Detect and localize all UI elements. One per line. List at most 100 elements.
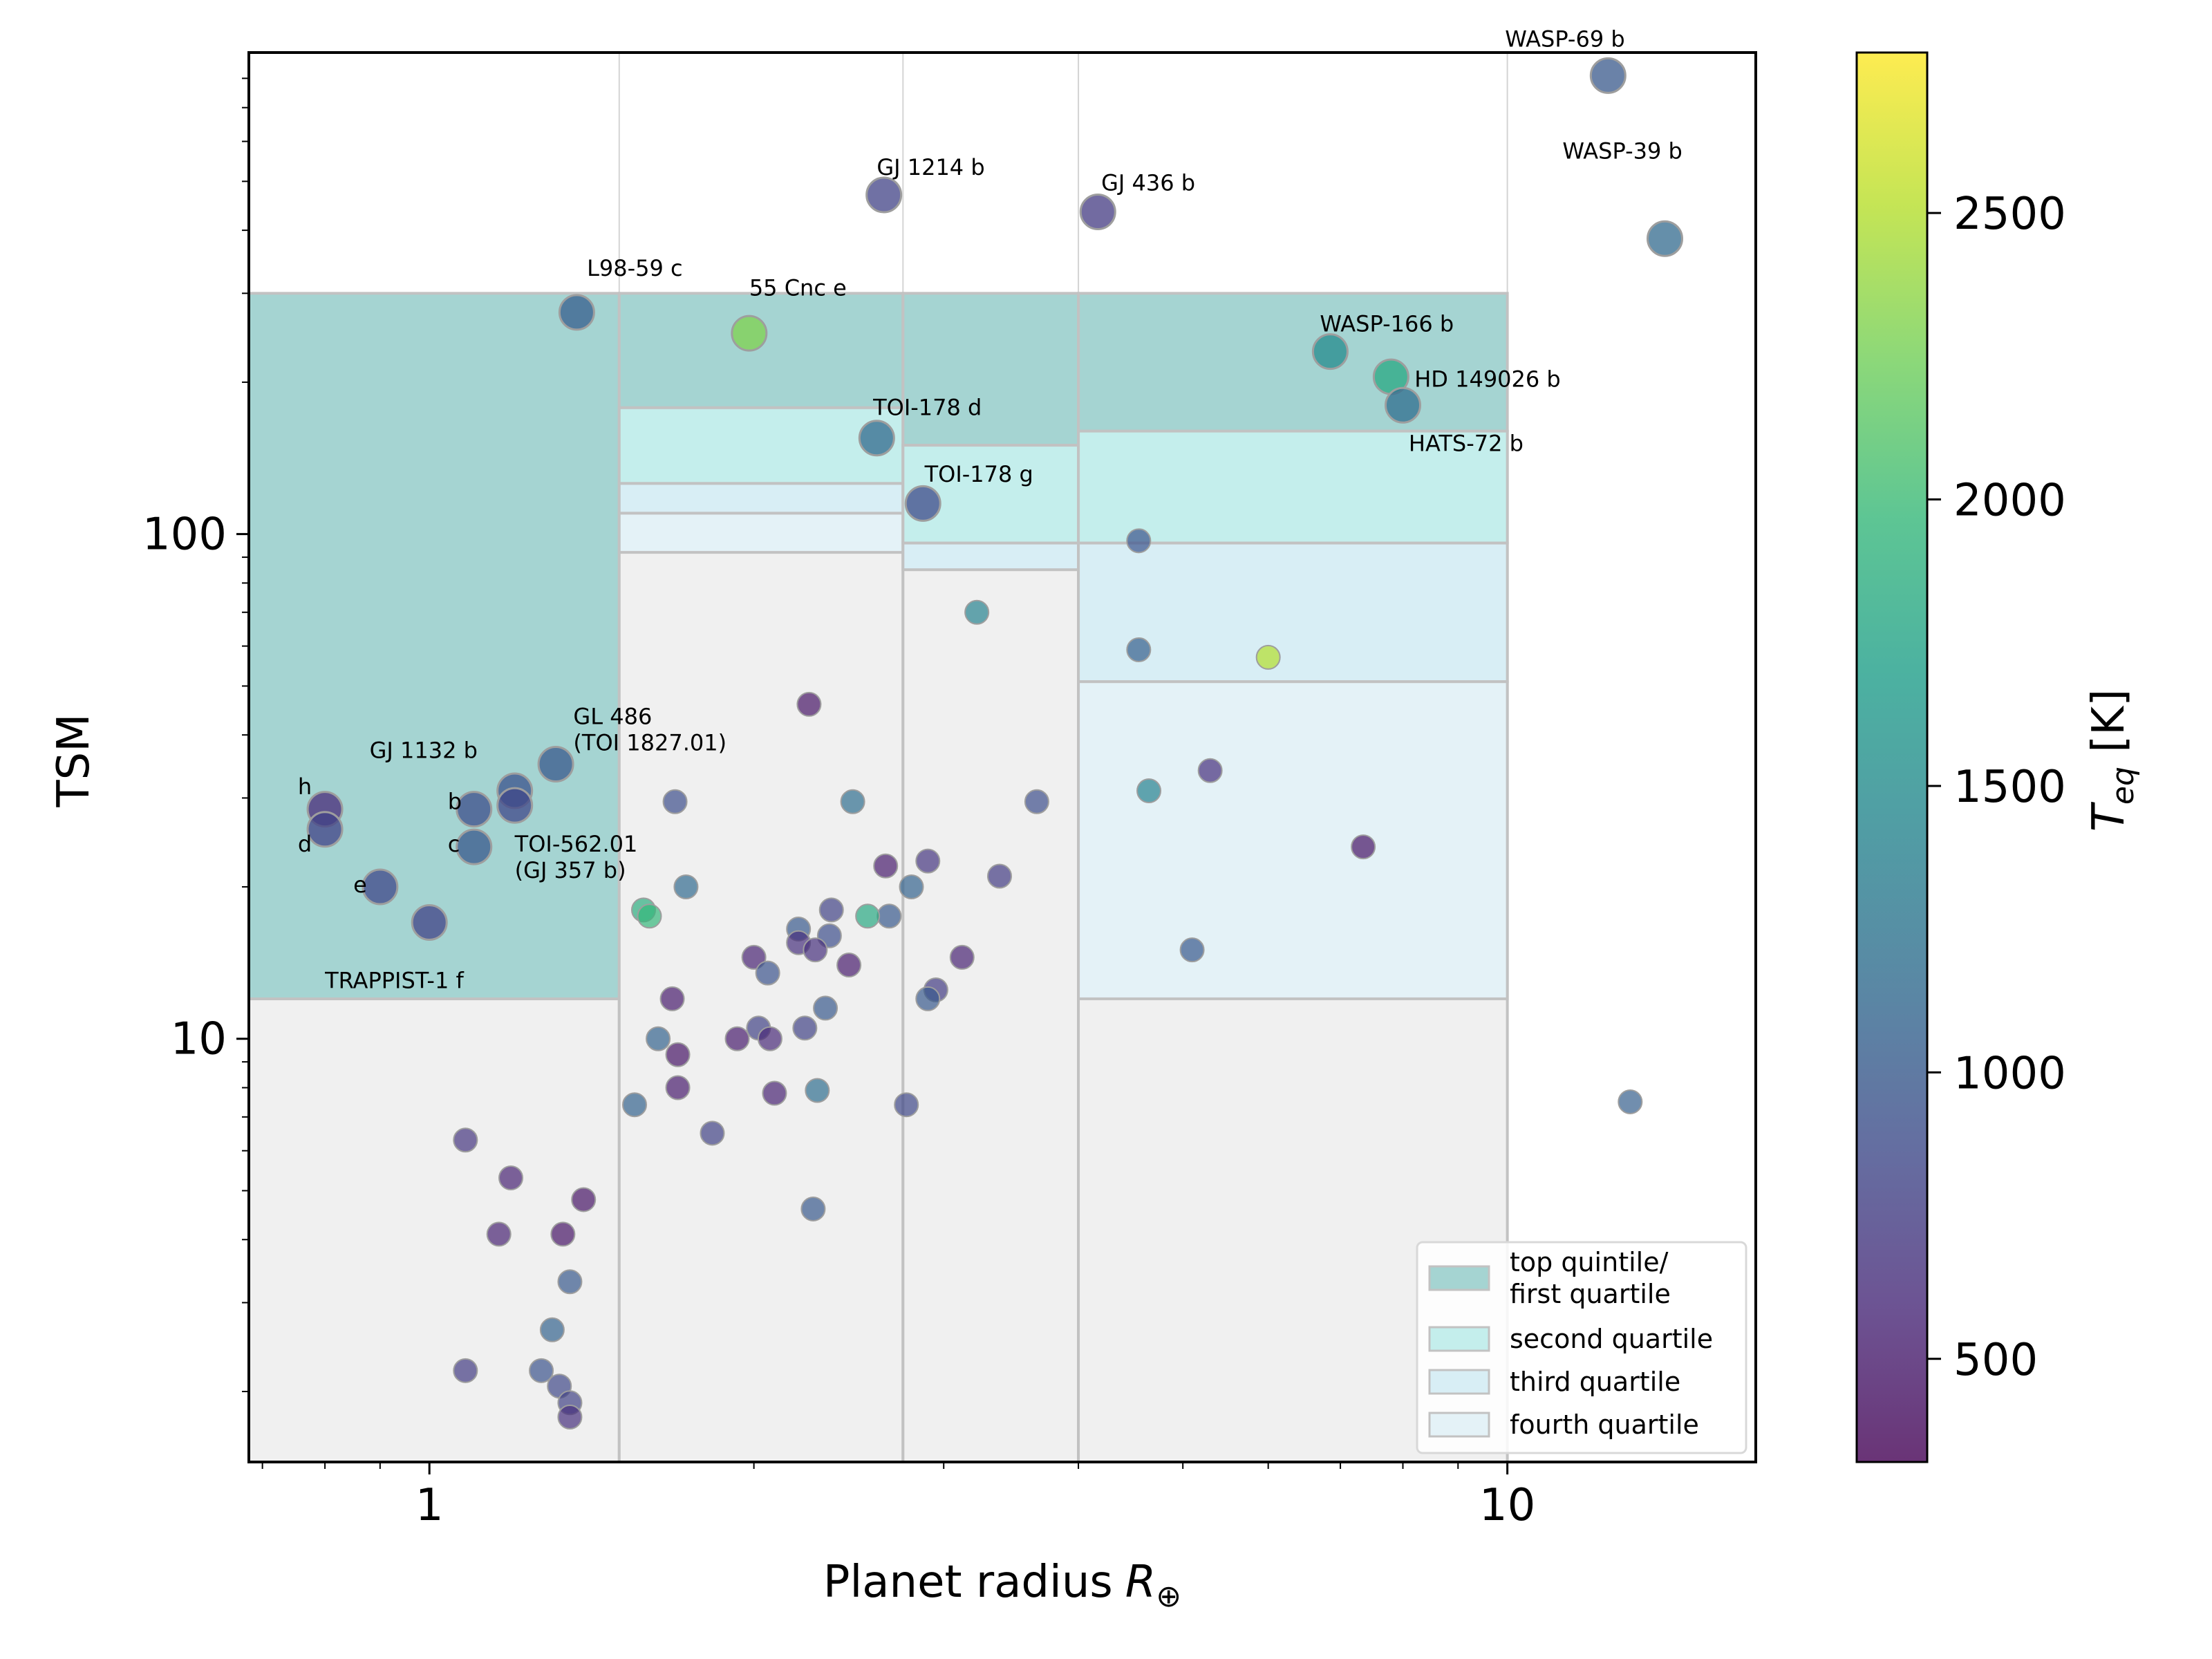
second-quartile-region [617,406,905,485]
y-axis-label: TSM [48,714,100,808]
planet-point [1618,1089,1643,1114]
colorbar-label: Teq [K] [2083,689,2141,832]
planet-point [762,1080,787,1106]
planet-annotation: HATS-72 b [1409,431,1524,457]
highlighted-planet-point [858,420,895,457]
colorbar-label-unit: [K] [2083,689,2135,767]
planet-point [646,1026,671,1051]
planet-point [662,789,688,814]
planet-point [665,1075,691,1100]
legend-label-second: second quartile [1510,1324,1713,1354]
top-quintile-region [617,292,905,409]
planet-point [622,1092,648,1118]
planet-point [557,1404,583,1430]
below-threshold-region [617,406,905,1462]
planet-point [571,1187,597,1212]
planet-point [755,960,780,986]
colorbar-gradient [1855,51,1929,1463]
top-quintile-region [1077,292,1509,433]
planet-point [949,944,975,970]
planet-point [757,1026,782,1051]
legend-label-top: first quartile [1510,1279,1671,1309]
quartile-regions [249,292,1509,1462]
top-quintile-region [901,292,1080,447]
planet-annotation: WASP-166 b [1320,311,1454,337]
highlighted-planet-point [1589,57,1627,94]
highlighted-planet-point [456,828,493,865]
highlighted-planet-point [1647,220,1684,257]
highlighted-planet-point [1385,386,1422,424]
planet-point [665,1042,691,1067]
legend-swatch-top [1428,1265,1490,1291]
y-tick-label: 10 [171,1014,227,1065]
highlighted-planet-point [904,485,941,522]
planet-point [557,1269,583,1295]
x-axis-label: Planet radius R⊕ [823,1557,1181,1614]
planet-point [673,874,699,899]
planet-point [836,953,862,978]
planet-annotation: GJ 436 b [1101,169,1195,196]
planet-point [1179,937,1205,963]
planet-annotation: b [448,789,462,815]
planet-point [486,1221,512,1247]
planet-point [800,1196,826,1221]
colorbar-tick-label: 2000 [1953,476,2066,527]
planet-point [550,1221,576,1247]
legend-swatch-third [1428,1369,1490,1395]
planet-point [915,848,941,874]
planet-point [1126,528,1152,554]
colorbar-tick-label: 1000 [1953,1048,2066,1099]
highlighted-planet-point [362,868,399,906]
planet-point [805,1078,830,1103]
planet-annotation: L98-59 c [587,255,683,281]
third-quartile-region [1077,541,1509,684]
planet-annotations: WASP-69 b WASP-39 b GJ 1214 b GJ 436 b L98-5… [298,26,1683,993]
planet-point [899,874,924,899]
colorbar-tick-label: 1500 [1953,762,2066,813]
x-axis-label-subscript: ⊕ [1156,1579,1181,1614]
planet-point [741,944,767,970]
planet-point [724,1026,750,1051]
axes: 1 10 10 100 [142,51,1757,1531]
y-tick-label: 100 [142,509,227,561]
planet-point [873,853,899,879]
planet-annotation: e [353,872,367,898]
planet-annotation: WASP-39 b [1562,138,1682,164]
highlighted-planet-point [558,294,595,331]
planet-point [539,1317,565,1342]
planet-markers [306,57,1684,1430]
colorbar-ticks: 500 1000 1500 2000 2500 [1927,189,2066,1386]
planet-annotation: h [298,774,312,800]
x-tick-label: 10 [1479,1480,1535,1531]
planet-point [915,986,941,1011]
planet-point [803,937,828,963]
colorbar-tick-label: 500 [1953,1335,2038,1386]
colorbar-label-main: T [2083,801,2135,832]
planet-point [792,1015,818,1041]
planet-point [818,897,844,923]
planet-point [964,599,990,625]
planet-annotation: TRAPPIST-1 f [324,967,464,993]
legend-swatch-second [1428,1326,1490,1352]
legend-label-top: top quintile/ [1510,1247,1669,1277]
planet-point [796,691,822,717]
second-quartile-region [1077,429,1509,545]
highlighted-planet-point [411,903,448,941]
highlighted-planet-point [456,791,493,828]
legend: top quintile/first quartile second quarti… [1416,1241,1747,1454]
highlighted-planet-point [306,811,344,848]
planet-annotation: GJ 1214 b [877,154,984,180]
planet-point [987,863,1013,889]
highlighted-planet-point [1311,333,1349,371]
fourth-quartile-region [1077,680,1509,1000]
axes-frame [247,51,1757,1463]
planet-point [637,903,662,929]
highlighted-planet-point [496,787,534,824]
planet-annotation: 55 Cnc e [749,275,847,301]
planet-point [453,1358,478,1383]
legend-label-fourth: fourth quartile [1510,1409,1699,1440]
planet-annotation: WASP-69 b [1505,26,1624,52]
top-quintile-region [249,292,621,1000]
planet-point [1197,758,1223,783]
